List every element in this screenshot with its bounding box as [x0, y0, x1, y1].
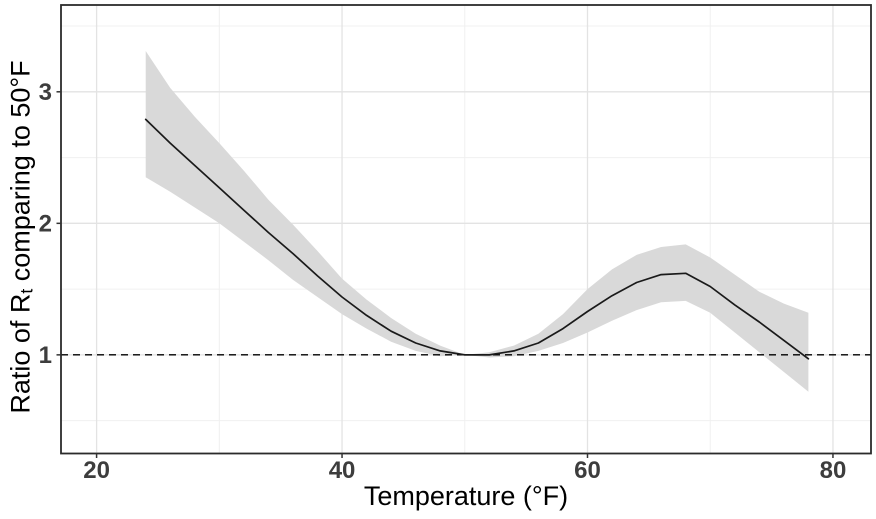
panel-border	[60, 4, 872, 455]
x-axis-title: Temperature (°F)	[364, 483, 568, 510]
x-tick-label: 40	[329, 457, 356, 484]
y-axis-title-prefix: Ratio of R	[5, 293, 36, 414]
x-tick-label: 60	[574, 457, 601, 484]
x-tick-label: 80	[820, 457, 847, 484]
y-tick-label: 3	[39, 79, 52, 106]
y-axis-title: Ratio of Rt comparing to 50°F	[5, 60, 37, 414]
y-axis-title-subscript: t	[16, 288, 37, 294]
x-tick-label: 20	[83, 457, 110, 484]
y-axis-title-suffix: comparing to 50°F	[5, 60, 36, 289]
y-tick-label: 1	[39, 342, 52, 369]
x-axis-title-text: Temperature (°F)	[363, 481, 569, 511]
panel-background	[61, 5, 871, 454]
confidence-ribbon	[145, 51, 809, 392]
y-tick-label: 2	[39, 210, 52, 237]
estimate-line	[144, 118, 810, 360]
